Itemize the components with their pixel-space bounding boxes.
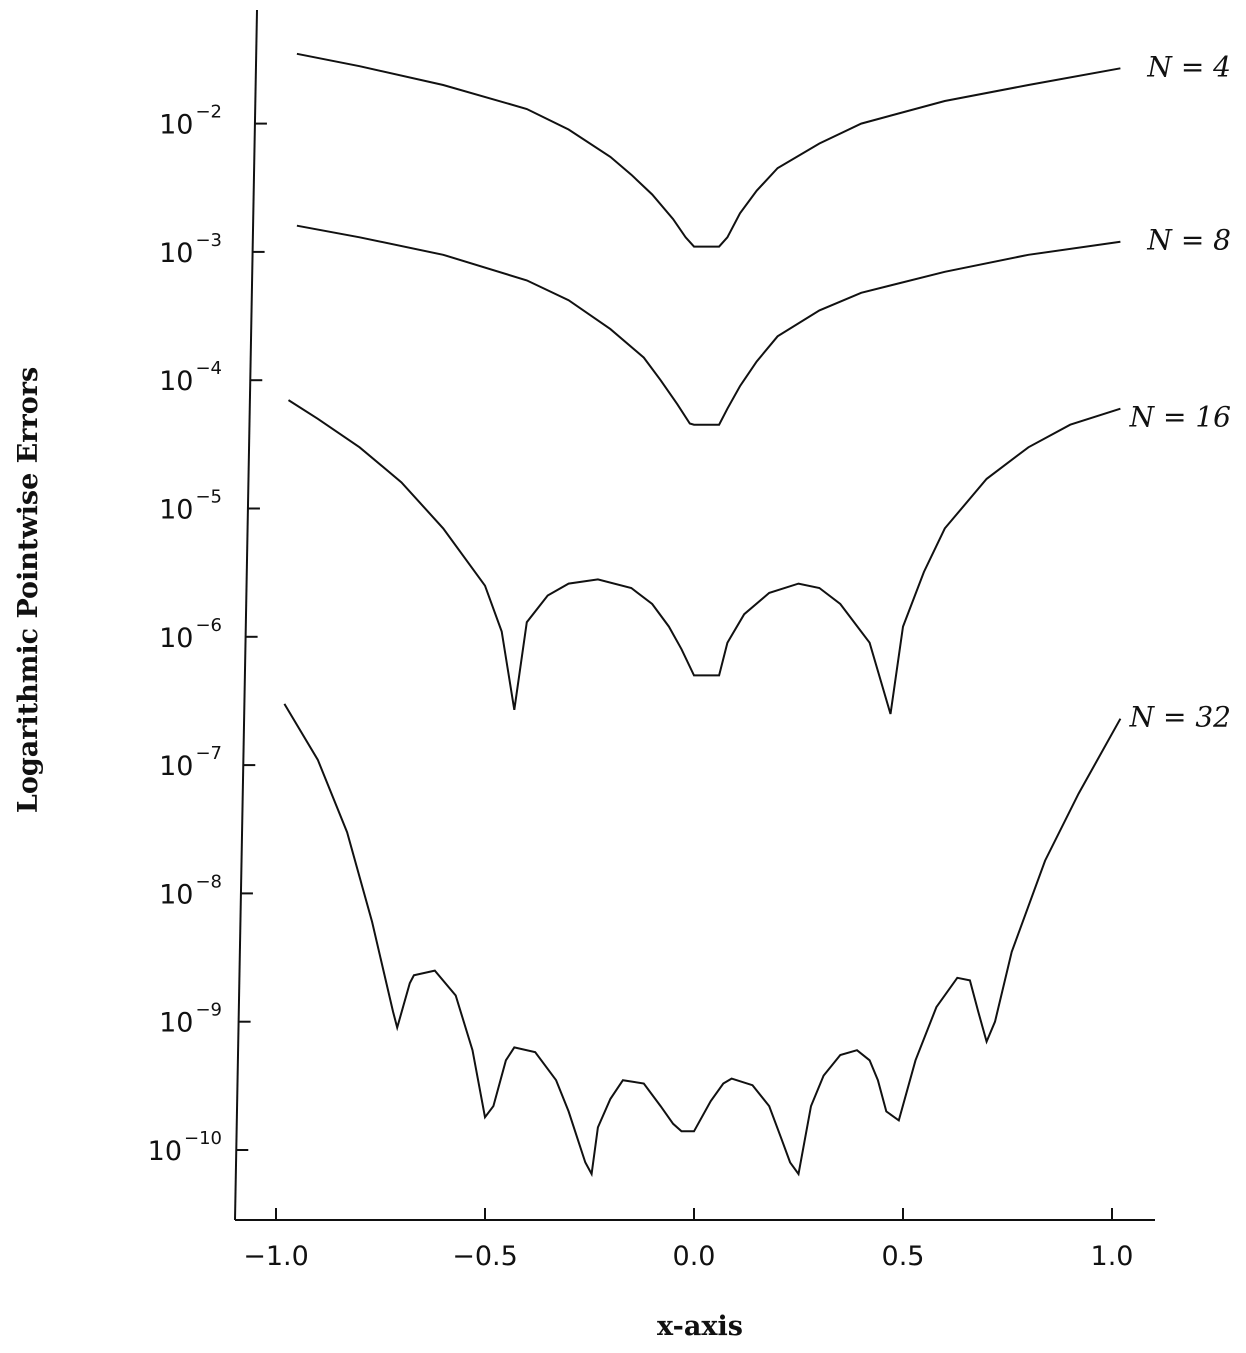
y-tick-label: −810 [159,871,222,910]
y-tick-exponent: −3 [195,230,222,251]
y-tick-exponent: −10 [184,1128,222,1149]
series-label: N = 16 [1129,401,1231,434]
y-tick-exponent: −7 [195,743,222,764]
curve-labels: N = 4 N = 8 N = 16 N = 32 [1129,50,1231,733]
y-axis-title: Logarithmic Pointwise Errors [13,367,44,813]
y-tick-base: 10 [148,1136,182,1167]
y-tick-label: −510 [159,487,222,526]
x-tick-label: 1.0 [1091,1241,1134,1272]
x-tick-label: 0.5 [882,1241,925,1272]
y-tick-base: 10 [159,623,193,654]
y-tick-exponent: −5 [195,487,222,508]
y-tick-base: 10 [159,879,193,910]
x-ticks: −1.0 −0.5 0.0 0.5 1.0 [243,1208,1133,1272]
y-tick-exponent: −8 [195,871,222,892]
y-tick-label: −910 [159,1000,222,1039]
y-tick-base: 10 [159,110,193,141]
series-label: N = 8 [1146,224,1231,257]
x-tick-label: −1.0 [243,1241,309,1272]
series-line [296,52,1121,248]
y-tick-base: 10 [159,495,193,526]
y-tick-base: 10 [159,366,193,397]
y-tick-base: 10 [159,1008,193,1039]
y-tick-label: −710 [159,743,222,782]
x-tick-label: 0.0 [673,1241,716,1272]
curves [283,52,1122,1178]
y-tick-label: −310 [159,230,222,269]
y-axis-line [234,9,258,1221]
axes [234,9,1155,1221]
x-axis-title: x-axis [657,1311,743,1342]
y-tick-label: −210 [159,102,222,141]
y-tick-exponent: −2 [195,102,222,123]
series-label: N = 4 [1146,50,1231,83]
series-line [296,224,1121,426]
y-tick-exponent: −6 [195,615,222,636]
series-line [283,703,1122,1178]
series-label: N = 32 [1129,701,1231,734]
y-tick-label: −610 [159,615,222,654]
y-tick-base: 10 [159,751,193,782]
y-tick-exponent: −4 [195,358,222,379]
y-tick-base: 10 [159,238,193,269]
y-tick-exponent: −9 [195,1000,222,1021]
series-line [287,399,1121,715]
y-tick-label: −410 [159,358,222,397]
x-tick-label: −0.5 [452,1241,518,1272]
